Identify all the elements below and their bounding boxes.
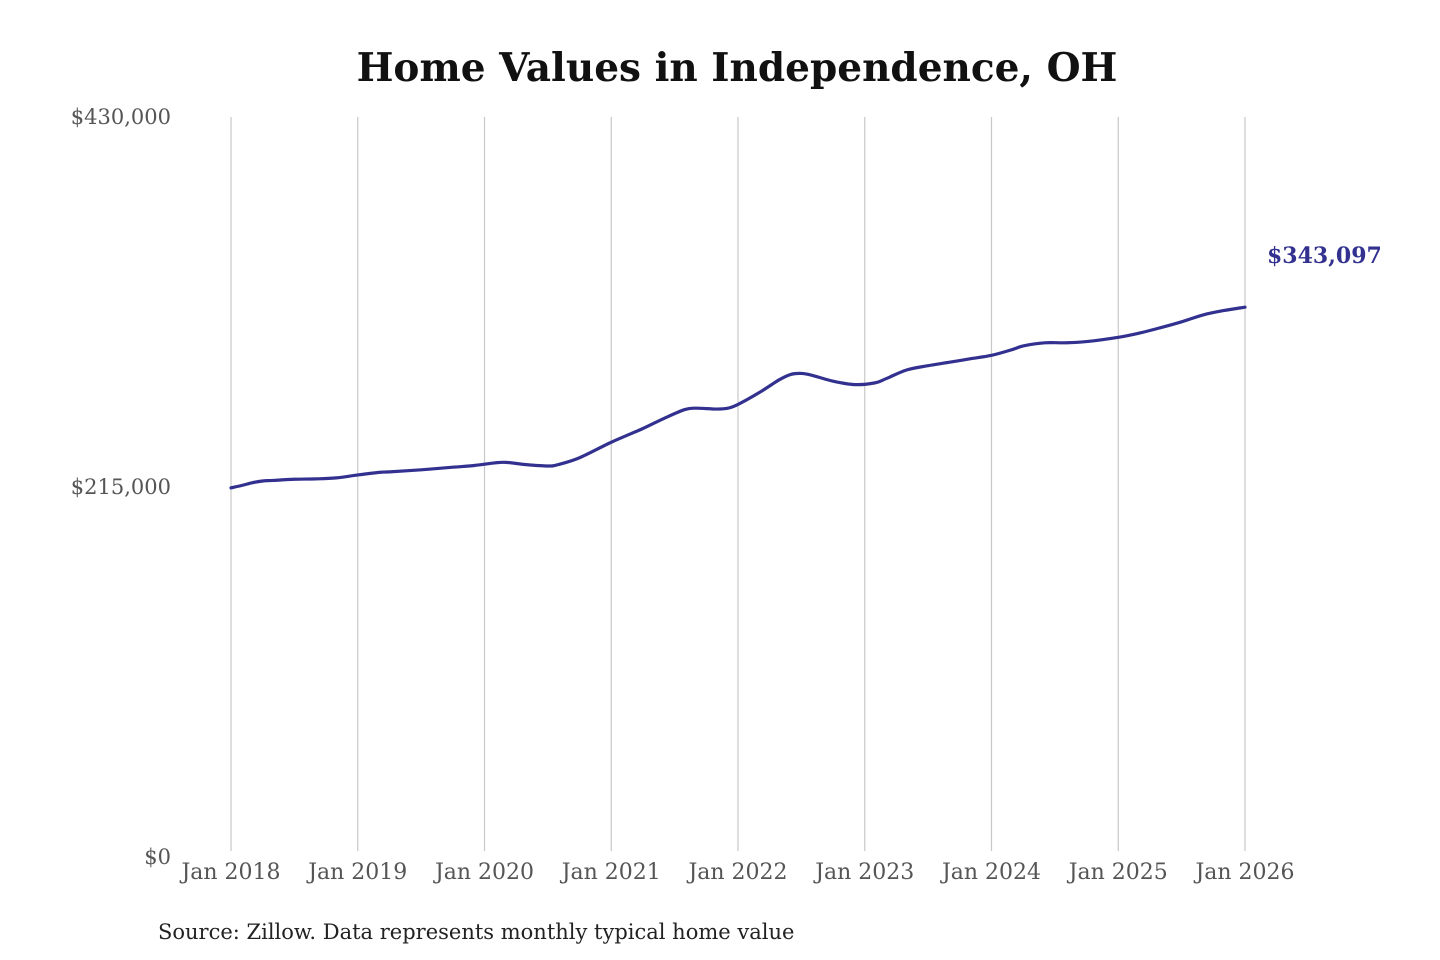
x-tick-label: Jan 2018 xyxy=(179,860,280,885)
y-tick-label: $0 xyxy=(144,845,171,869)
chart-title: Home Values in Independence, OH xyxy=(357,45,1118,91)
x-tick-label: Jan 2023 xyxy=(813,860,914,885)
source-note: Source: Zillow. Data represents monthly … xyxy=(158,920,794,944)
x-tick-label: Jan 2019 xyxy=(306,860,407,885)
x-tick-label: Jan 2026 xyxy=(1193,860,1294,885)
x-axis-ticks: Jan 2018 Jan 2019 Jan 2020 Jan 2021 Jan 2022… xyxy=(179,860,1294,885)
y-tick-label: $430,000 xyxy=(71,105,171,129)
series-end-value-label: $343,097 xyxy=(1267,243,1382,269)
x-tick-label: Jan 2022 xyxy=(686,860,787,885)
x-tick-label: Jan 2021 xyxy=(560,860,661,885)
y-tick-label: $215,000 xyxy=(71,475,171,499)
x-tick-label: Jan 2025 xyxy=(1067,860,1168,885)
gridlines xyxy=(230,117,1246,851)
x-tick-label: Jan 2024 xyxy=(940,860,1041,885)
x-tick-label: Jan 2020 xyxy=(433,860,534,885)
series-line xyxy=(229,305,1247,490)
y-axis-ticks: $0 $215,000 $430,000 xyxy=(71,105,171,869)
series-lines xyxy=(229,305,1247,490)
